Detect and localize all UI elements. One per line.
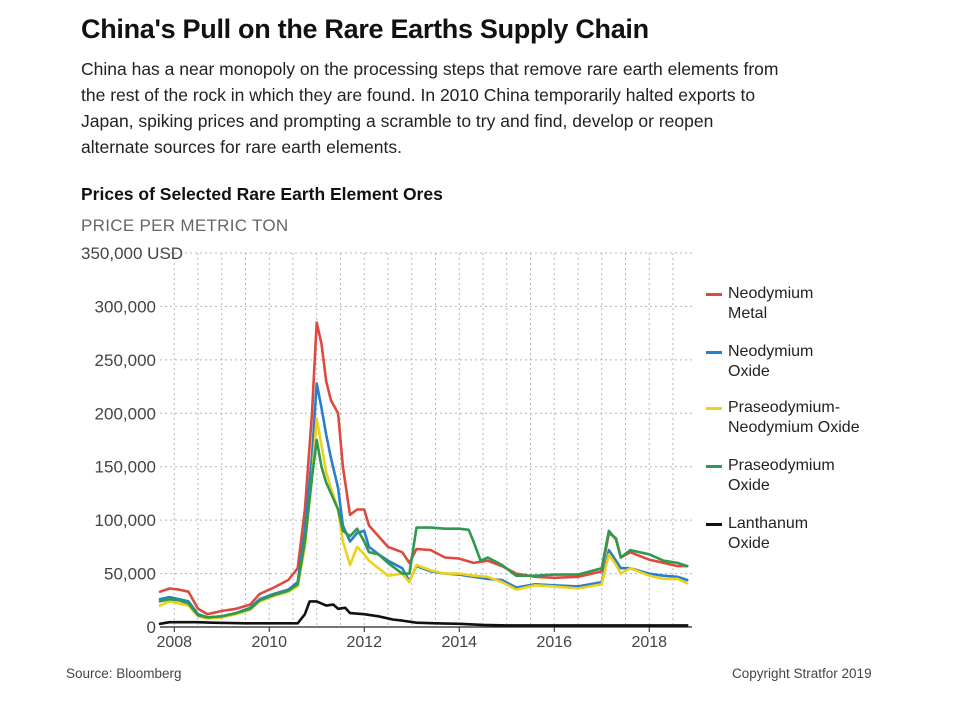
y-tick-label: 350,000 USD (81, 244, 183, 263)
y-tick-label: 300,000 (95, 297, 156, 316)
legend-swatch (706, 407, 722, 410)
legend-swatch (706, 523, 722, 526)
x-tick-label: 2014 (441, 634, 477, 651)
y-tick-label: 0 (147, 618, 156, 637)
legend-label-line: Neodymium Oxide (728, 419, 860, 436)
y-tick-label: 150,000 (95, 458, 156, 477)
legend-label: Lanthanum Oxide (728, 514, 918, 554)
legend-label-line: Oxide (728, 535, 770, 552)
legend-label: Praseodymium- Neodymium Oxide (728, 398, 918, 438)
page-title: China's Pull on the Rare Earths Supply C… (81, 14, 649, 44)
legend-label-line: Praseodymium (728, 457, 835, 474)
x-tick-label: 2010 (251, 634, 287, 651)
page-subtitle: China has a near monopoly on the process… (81, 59, 779, 157)
x-tick-label: 2012 (346, 634, 382, 651)
legend-swatch (706, 351, 722, 354)
source-note: Source: Bloomberg (66, 666, 182, 681)
x-axis-ticks: 2008 2010 2012 2014 2016 2018 (156, 627, 667, 651)
y-axis-ticks: 0 50,000 100,000 150,000 200,000 250,000 300,0… (81, 244, 183, 637)
series-line-neodymium-metal (158, 321, 689, 616)
chart-series (158, 321, 689, 627)
series-line-neodymium-oxide (158, 382, 689, 619)
legend-label-line: Lanthanum (728, 515, 809, 532)
legend-label-line: Neodymium (728, 343, 814, 360)
series-line-lanthanum-oxide (158, 600, 689, 627)
y-tick-label: 250,000 (95, 351, 156, 370)
legend-label: Neodymium Oxide (728, 342, 918, 382)
y-axis-label: PRICE PER METRIC TON (81, 216, 289, 235)
y-tick-label: 50,000 (104, 565, 156, 584)
legend-label-line: Neodymium (728, 285, 814, 302)
series-line-praseodymium-neodymium-oxide (158, 417, 689, 620)
chart-title: Prices of Selected Rare Earth Element Or… (81, 184, 443, 204)
y-tick-label: 100,000 (95, 511, 156, 530)
chart-gridlines (160, 252, 692, 628)
legend-swatch (706, 293, 722, 296)
x-tick-label: 2008 (156, 634, 192, 651)
y-tick-label: 200,000 (95, 404, 156, 423)
legend-label-line: Praseodymium- (728, 399, 841, 416)
legend-label: Neodymium Metal (728, 284, 918, 324)
legend-label: Praseodymium Oxide (728, 456, 918, 496)
legend-label-line: Oxide (728, 363, 770, 380)
copyright-note: Copyright Stratfor 2019 (732, 666, 872, 681)
x-tick-label: 2018 (631, 634, 667, 651)
series-line-praseodymium-oxide (158, 438, 689, 619)
x-tick-label: 2016 (536, 634, 572, 651)
legend-label-line: Metal (728, 305, 768, 322)
legend-swatch (706, 465, 722, 468)
legend-label-line: Oxide (728, 477, 770, 494)
